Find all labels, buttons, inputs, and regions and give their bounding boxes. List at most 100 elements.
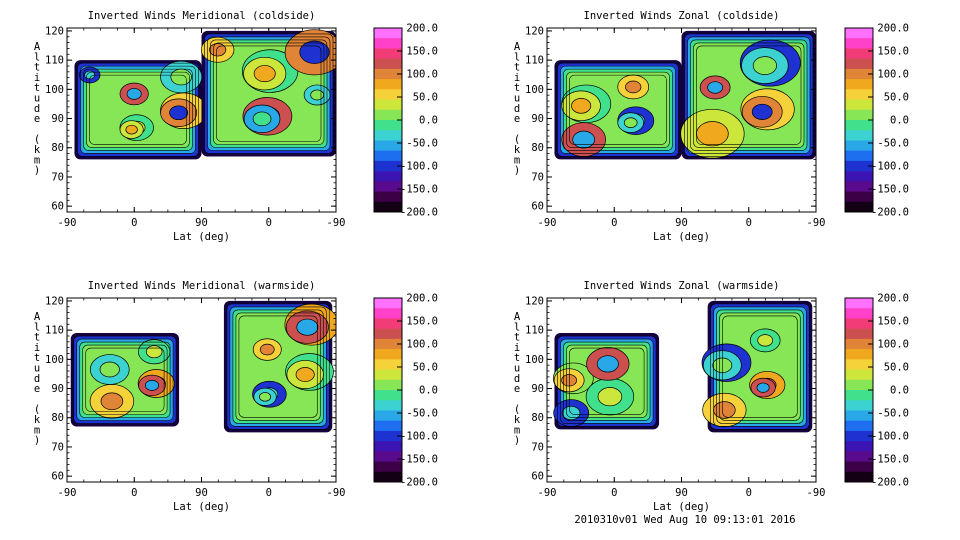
contour-line	[687, 36, 811, 154]
contour-blob	[571, 98, 592, 114]
y-tick-label: 90	[51, 113, 64, 125]
colorbar-swatch	[374, 338, 402, 350]
colorbar-tick-label: -200.0	[871, 207, 909, 219]
colorbar-tick-label: -100.0	[871, 161, 909, 173]
plot-area	[74, 29, 336, 160]
colorbar-swatch	[845, 400, 873, 411]
colorbar-swatch	[845, 430, 873, 442]
contour-blob	[296, 318, 319, 336]
colorbar-swatch	[845, 89, 873, 101]
x-tick-label: 0	[131, 217, 137, 229]
contour-blob	[751, 103, 773, 120]
x-tick-label: 90	[195, 217, 208, 229]
colorbar-swatch	[374, 308, 402, 319]
colorbar-tick-label: 150.0	[406, 46, 438, 58]
contour-line	[722, 315, 798, 418]
contour-blob	[99, 361, 120, 378]
contour-line	[216, 45, 322, 142]
colorbar-swatch	[374, 38, 402, 49]
panel-title: Inverted Winds Zonal (warmside)	[584, 280, 780, 292]
y-tick-label: 60	[531, 471, 544, 483]
y-tick-label: 70	[531, 171, 544, 183]
panel-3: Inverted Winds Meridional (warmside) 60 70…	[34, 280, 438, 513]
colorbar-swatch	[845, 201, 873, 213]
contour-blob	[259, 392, 272, 402]
colorbar-swatch	[374, 181, 402, 193]
contour-blob	[253, 65, 276, 83]
colorbar-tick-label: 0.0	[890, 115, 909, 127]
contour-line	[566, 71, 670, 148]
colorbar-tick-label: 100.0	[877, 339, 909, 351]
colorbar-swatch	[374, 58, 402, 70]
colorbar-swatch	[374, 328, 402, 340]
contour-line	[80, 65, 196, 154]
x-tick-label: 90	[675, 217, 688, 229]
colorbar-swatch	[845, 298, 873, 309]
contour-region	[200, 29, 336, 157]
contour-blob	[752, 56, 777, 75]
colorbar-swatch	[845, 420, 873, 432]
colorbar-swatch	[845, 109, 873, 121]
colorbar-swatch	[374, 359, 402, 371]
contour-line	[563, 341, 651, 421]
x-tick-label: 90	[195, 487, 208, 499]
colorbar-swatch	[374, 150, 402, 162]
colorbar: 200.0 150.0 100.0 50.0 0.0 -50.0 -100.0 -150.0 -…	[844, 23, 909, 219]
colorbar-tick-label: 150.0	[877, 316, 909, 328]
contour-region	[554, 60, 682, 160]
colorbar-swatch	[374, 420, 402, 432]
colorbar-tick-label: -200.0	[871, 477, 909, 489]
x-tick-label: 0	[611, 217, 617, 229]
contour-blob	[625, 80, 642, 94]
colorbar: 200.0 150.0 100.0 50.0 0.0 -50.0 -100.0 -150.0 -…	[373, 293, 438, 489]
colorbar-tick-label: -200.0	[400, 207, 438, 219]
panel-2: Inverted Winds Zonal (coldside) 60 70 80 90 1…	[514, 10, 909, 243]
colorbar-swatch	[374, 369, 402, 381]
colorbar-swatch	[845, 379, 873, 391]
colorbar-tick-label: 0.0	[419, 385, 438, 397]
contour-blob	[169, 105, 189, 121]
contour-line	[210, 39, 328, 148]
colorbar-tick-label: 100.0	[877, 69, 909, 81]
contour-blob	[145, 345, 163, 359]
colorbar-swatch	[374, 441, 402, 452]
contour-line	[89, 74, 187, 145]
colorbar-swatch	[845, 390, 873, 401]
y-tick-label: 120	[525, 25, 544, 37]
y-tick-label: 80	[51, 412, 64, 424]
x-axis-label: Lat (deg)	[173, 501, 230, 513]
colorbar-tick-label: -100.0	[400, 431, 438, 443]
colorbar-swatch	[374, 120, 402, 131]
contour-region	[74, 60, 208, 160]
contour-blob	[144, 379, 160, 391]
colorbar-swatch	[374, 298, 402, 309]
contour-line	[232, 309, 324, 424]
contour-line	[86, 71, 190, 148]
contour-blob	[596, 355, 619, 373]
y-tick-label: 90	[531, 113, 544, 125]
colorbar-tick-label: -200.0	[400, 477, 438, 489]
contour-line	[696, 45, 802, 145]
contour-line	[226, 303, 330, 430]
colorbar-swatch	[845, 369, 873, 381]
x-tick-label: 90	[675, 487, 688, 499]
y-tick-label: 60	[51, 471, 64, 483]
colorbar-swatch	[374, 201, 402, 213]
colorbar-swatch	[374, 430, 402, 442]
contour-line	[238, 315, 318, 418]
contour-blob	[310, 89, 325, 101]
contour-blob	[597, 387, 623, 407]
colorbar-tick-label: 50.0	[413, 362, 438, 374]
y-tick-label: 90	[531, 383, 544, 395]
colorbar-swatch	[845, 99, 873, 111]
x-tick-label: -90	[538, 487, 557, 499]
colorbar-swatch	[374, 471, 402, 483]
x-tick-label: -90	[58, 487, 77, 499]
x-tick-label: -90	[58, 217, 77, 229]
colorbar-tick-label: 50.0	[884, 92, 909, 104]
y-tick-label: 110	[525, 55, 544, 67]
colorbar-swatch	[374, 400, 402, 411]
contour-blob	[712, 357, 733, 373]
